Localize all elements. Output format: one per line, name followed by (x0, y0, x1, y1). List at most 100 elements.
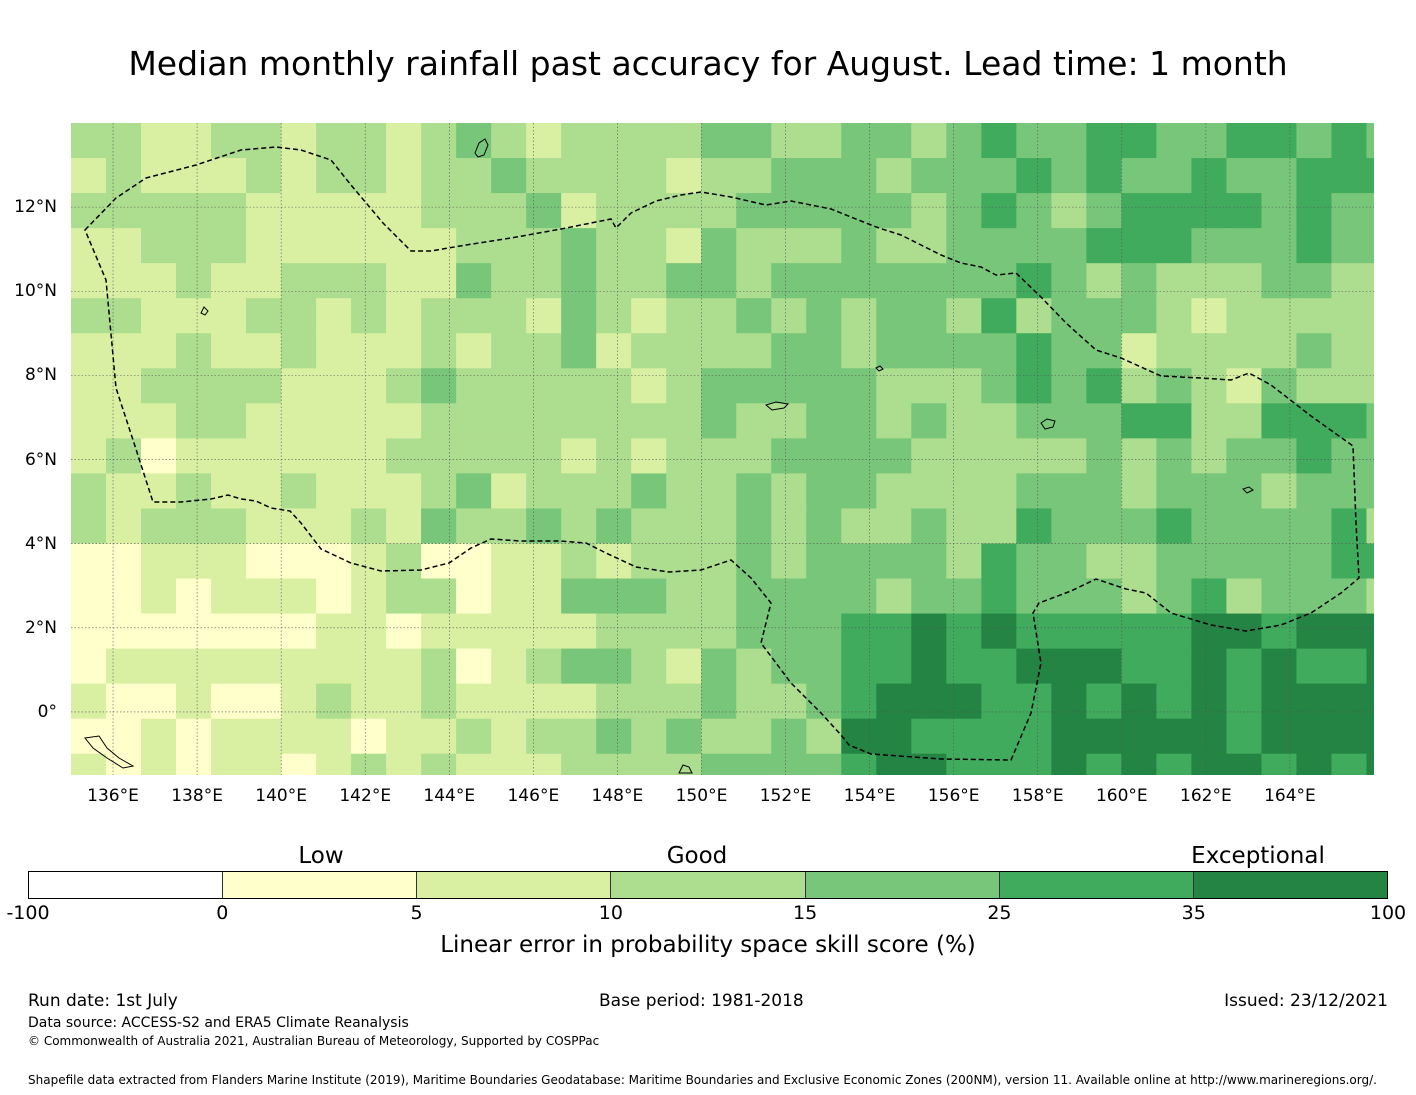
grid-cell (701, 718, 737, 755)
grid-cell (981, 228, 1017, 264)
grid-cell (1191, 123, 1228, 159)
grid-cell (561, 403, 597, 439)
grid-cell (1296, 473, 1333, 510)
grid-cell (281, 403, 317, 439)
grid-cell (701, 683, 737, 720)
grid-cell (736, 368, 772, 404)
grid-cell (1051, 228, 1087, 264)
grid-cell (1191, 753, 1228, 775)
grid-cell (666, 298, 702, 334)
colorbar-tick-label: 35 (1181, 902, 1206, 924)
grid-cell (946, 298, 982, 334)
grid-cell (666, 228, 702, 264)
grid-cell (631, 333, 667, 369)
grid-cell (386, 263, 422, 299)
grid-cell (316, 368, 352, 404)
grid-cell (1261, 683, 1298, 720)
grid-cell (421, 158, 457, 194)
grid-cell (771, 193, 807, 229)
grid-cell (386, 578, 422, 615)
grid-cell (1016, 403, 1052, 439)
grid-cell (1331, 298, 1368, 334)
grid-cell (316, 753, 352, 775)
grid-cell (211, 193, 247, 229)
grid-cell (1086, 543, 1122, 580)
grid-cell (386, 193, 422, 229)
lat-tick-label: 6°N (24, 449, 57, 470)
grid-cell (71, 438, 107, 474)
grid-cell (841, 263, 877, 299)
grid-cell (1226, 298, 1263, 334)
colorbar-tick-label: 25 (987, 902, 1012, 924)
grid-cell (176, 473, 212, 510)
grid-cell (351, 683, 387, 720)
grid-cell (1226, 193, 1263, 229)
grid-cell (71, 123, 107, 159)
grid-cell (666, 403, 702, 439)
grid-cell (141, 578, 177, 615)
grid-cell (911, 438, 947, 474)
grid-cell (281, 158, 317, 194)
grid-cell (421, 403, 457, 439)
grid-cell (736, 648, 772, 685)
grid-cell (1366, 543, 1374, 580)
lat-tick-label: 10°N (14, 281, 57, 302)
grid-cell (806, 123, 842, 159)
grid-cell (1016, 718, 1052, 755)
grid-cell (1156, 228, 1193, 264)
grid-cell (316, 648, 352, 685)
grid-cell (1261, 578, 1298, 615)
grid-cell (456, 683, 492, 720)
grid-cell (1261, 123, 1298, 159)
grid-cell (1191, 578, 1228, 615)
grid-cell (701, 438, 737, 474)
grid-cell (561, 193, 597, 229)
grid-cell (946, 368, 982, 404)
grid-cell (981, 438, 1017, 474)
grid-cell (106, 123, 142, 159)
grid-cell (666, 578, 702, 615)
grid-cell (351, 718, 387, 755)
grid-cell (876, 753, 912, 775)
grid-cell (841, 193, 877, 229)
grid-cell (1331, 613, 1368, 650)
legend-category-low: Low (298, 843, 344, 869)
grid-cell (1331, 333, 1368, 369)
grid-cell (981, 298, 1017, 334)
grid-cell (806, 683, 842, 720)
grid-cell (1121, 403, 1157, 439)
grid-cell (1331, 648, 1368, 685)
grid-cell (1156, 298, 1193, 334)
grid-cell (106, 368, 142, 404)
grid-cell (106, 228, 142, 264)
lon-tick-label: 146°E (507, 786, 560, 806)
grid-cell (421, 193, 457, 229)
grid-cell (526, 158, 562, 194)
grid-cell (596, 508, 632, 545)
grid-cell (351, 368, 387, 404)
grid-cell (386, 683, 422, 720)
grid-cell (736, 193, 772, 229)
grid-cell (1296, 158, 1333, 194)
grid-cell (1366, 368, 1374, 404)
colorbar-segment (999, 872, 1194, 898)
grid-cell (316, 333, 352, 369)
grid-cell (561, 578, 597, 615)
grid-cell (841, 158, 877, 194)
grid-cell (666, 613, 702, 650)
grid-cell (631, 683, 667, 720)
grid-cell (1296, 683, 1333, 720)
grid-cell (1156, 683, 1193, 720)
grid-cell (596, 298, 632, 334)
grid-cell (456, 263, 492, 299)
grid-cell (491, 228, 527, 264)
colorbar-tick-label: 0 (216, 902, 229, 924)
grid-cell (316, 193, 352, 229)
grid-cell (736, 263, 772, 299)
grid-cell (456, 473, 492, 510)
grid-cell (701, 228, 737, 264)
grid-cell (981, 263, 1017, 299)
grid-cell (211, 613, 247, 650)
grid-cell (316, 438, 352, 474)
grid-cell (141, 648, 177, 685)
